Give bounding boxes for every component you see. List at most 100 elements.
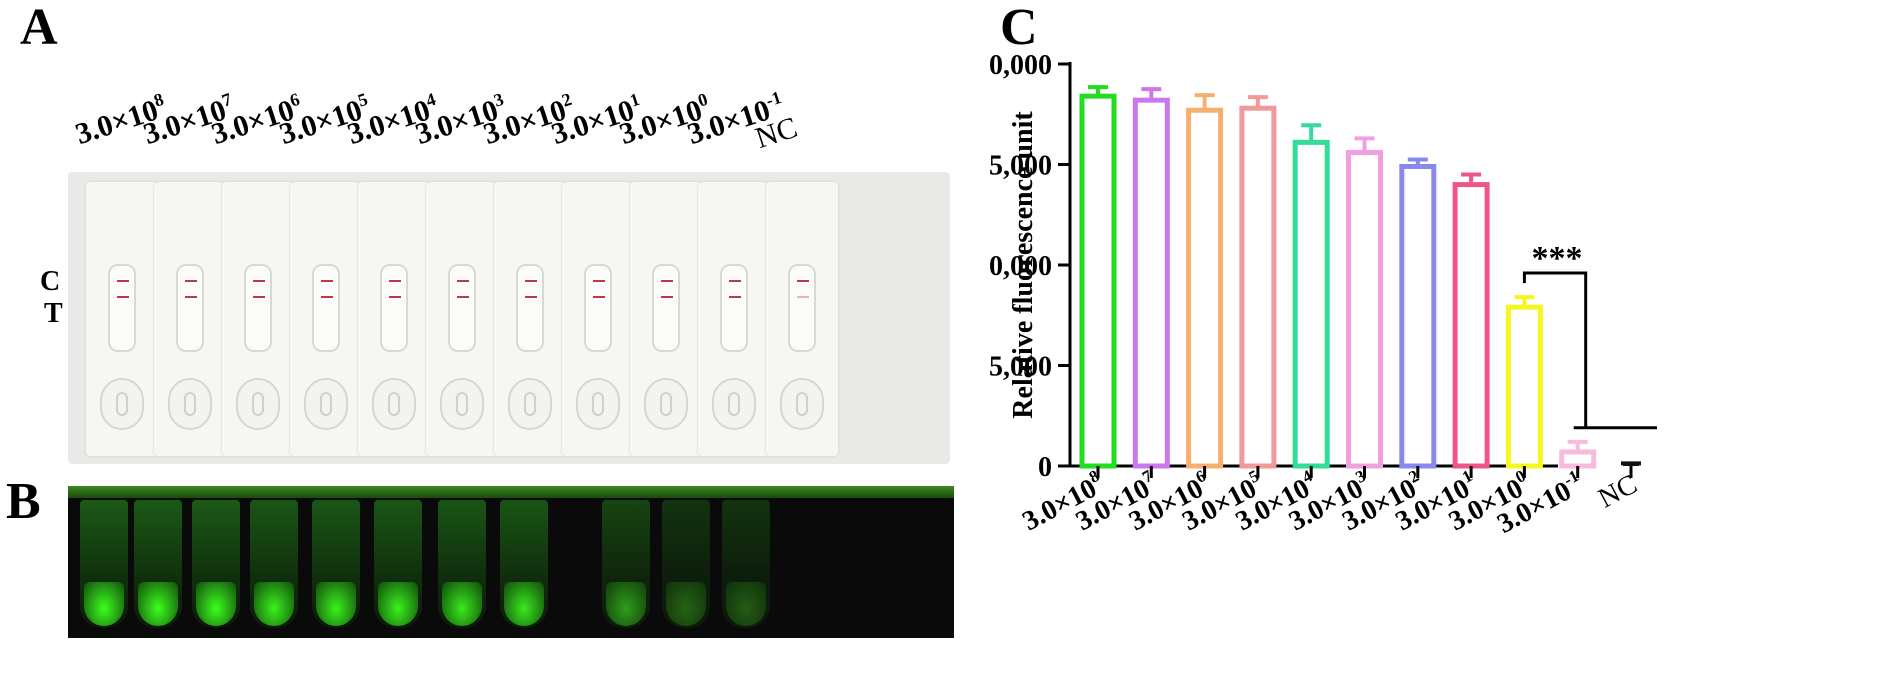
- tube-liquid: [196, 582, 236, 626]
- sample-well: [304, 378, 348, 430]
- sample-well-opening: [728, 392, 740, 416]
- y-tick-label: 5,000: [990, 352, 1052, 383]
- lateral-flow-strip-photo: C T 3.0×108 3.0×107 3.0×106 3.0×105 3.0×104 3…: [0, 0, 960, 480]
- panel-label-b: B: [6, 473, 41, 530]
- strip-result-window: [584, 264, 612, 352]
- sample-well-opening: [184, 392, 196, 416]
- significance-bracket: [1522, 271, 1588, 428]
- sample-well-opening: [116, 392, 128, 416]
- reaction-tube: [246, 496, 302, 636]
- tube-liquid: [726, 582, 766, 626]
- tube-liquid: [666, 582, 706, 626]
- test-line: [253, 296, 265, 298]
- bar: [1292, 139, 1330, 469]
- y-axis-title: Relative fluorescence unit: [1008, 111, 1039, 419]
- bar: [1623, 464, 1639, 466]
- reaction-tube: [130, 496, 186, 636]
- strip-result-window: [176, 264, 204, 352]
- test-strip: [698, 182, 770, 456]
- reaction-tube: [370, 496, 426, 636]
- bar: [1559, 449, 1597, 469]
- x-tick-label-base: NC: [1593, 469, 1642, 515]
- y-tick-label: 0: [1038, 452, 1052, 483]
- sample-well-opening: [320, 392, 332, 416]
- sample-well: [780, 378, 824, 430]
- tube-liquid: [316, 582, 356, 626]
- sample-well: [236, 378, 280, 430]
- strip-result-window: [720, 264, 748, 352]
- test-strip: [154, 182, 226, 456]
- sample-well-opening: [524, 392, 536, 416]
- tube-liquid: [138, 582, 178, 626]
- reaction-tube: [496, 496, 552, 636]
- tube-liquid: [254, 582, 294, 626]
- y-tick-label: 10,000: [990, 251, 1052, 282]
- bar: [1186, 107, 1224, 469]
- strip-result-window: [108, 264, 136, 352]
- sample-well: [712, 378, 756, 430]
- control-line: [117, 280, 129, 282]
- test-strip: [630, 182, 702, 456]
- reaction-tube: [434, 496, 490, 636]
- tube-liquid: [442, 582, 482, 626]
- strip-result-window: [312, 264, 340, 352]
- bar: [1505, 304, 1543, 469]
- control-line: [457, 280, 469, 282]
- reaction-tube: [188, 496, 244, 636]
- sample-well-opening: [660, 392, 672, 416]
- control-line: [593, 280, 605, 282]
- test-line: [729, 296, 741, 298]
- test-strip: [358, 182, 430, 456]
- test-strip: [290, 182, 362, 456]
- plot-area: 05,00010,00015,00020,0003.0×1083.0×1073.…: [990, 50, 1657, 540]
- sample-well: [372, 378, 416, 430]
- control-line: [525, 280, 537, 282]
- test-strip: [426, 182, 498, 456]
- strip-result-window: [788, 264, 816, 352]
- strip-result-window: [652, 264, 680, 352]
- bar: [1346, 149, 1383, 469]
- bar: [1452, 182, 1490, 469]
- test-strip: [766, 182, 838, 456]
- sample-well-opening: [388, 392, 400, 416]
- bar: [1399, 164, 1437, 469]
- control-line: [797, 280, 809, 282]
- bar: [1239, 105, 1277, 469]
- sample-well: [644, 378, 688, 430]
- control-line-marker: C: [40, 266, 61, 297]
- tube-liquid: [378, 582, 418, 626]
- reaction-tube: [658, 496, 714, 636]
- sample-well: [100, 378, 144, 430]
- bar: [1132, 97, 1170, 469]
- panel-label-a: A: [20, 0, 58, 56]
- tube-liquid: [84, 582, 124, 626]
- sample-well-opening: [796, 392, 808, 416]
- bar: [1079, 93, 1117, 469]
- tube-liquid: [606, 582, 646, 626]
- test-strip: [562, 182, 634, 456]
- sample-well-opening: [456, 392, 468, 416]
- fluorescence-tube-photo: [68, 486, 954, 638]
- sample-well: [576, 378, 620, 430]
- panel-label-c: C: [1000, 0, 1038, 56]
- sample-well: [508, 378, 552, 430]
- test-line: [117, 296, 129, 298]
- y-tick-label: 15,000: [990, 151, 1052, 182]
- x-tick-label: NC: [1593, 469, 1642, 515]
- reaction-tube: [76, 496, 132, 636]
- fluorescence-bar-chart: 05,00010,00015,00020,0003.0×1083.0×1073.…: [990, 50, 1657, 540]
- tube-liquid: [504, 582, 544, 626]
- test-strip: [494, 182, 566, 456]
- reaction-tube: [718, 496, 774, 636]
- test-line: [185, 296, 197, 298]
- strip-result-window: [448, 264, 476, 352]
- test-line: [661, 296, 673, 298]
- test-strip: [222, 182, 294, 456]
- reaction-tube: [308, 496, 364, 636]
- test-line: [321, 296, 333, 298]
- sample-well-opening: [592, 392, 604, 416]
- test-line: [389, 296, 401, 298]
- control-line: [253, 280, 265, 282]
- sample-well-opening: [252, 392, 264, 416]
- strip-result-window: [244, 264, 272, 352]
